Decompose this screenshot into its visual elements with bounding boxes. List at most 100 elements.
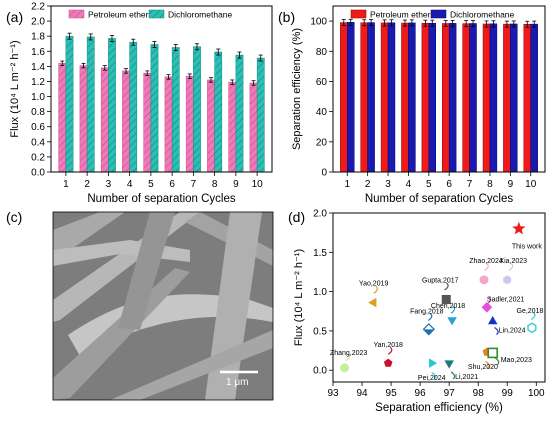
point-label: Zhang,2023 [330, 350, 367, 357]
bar [100, 67, 109, 173]
y-tick-label: 0.4 [31, 137, 45, 148]
legend-label: Petroleum ether [88, 10, 149, 20]
bar [185, 75, 194, 173]
marker-zhang-2023 [340, 363, 350, 373]
sem-micrograph-image: 1 μm [52, 211, 274, 401]
legend-swatch [148, 9, 165, 19]
bar [171, 47, 180, 173]
x-tick-label: 5 [426, 179, 432, 190]
legend-label: Dichloromethane [168, 10, 233, 20]
sem-scale-label: 1 μm [226, 377, 248, 388]
x-tick-label: 7 [467, 179, 473, 190]
bar [164, 76, 173, 173]
point-label: Li,2021 [455, 374, 478, 381]
marker-pei-2024 [429, 358, 438, 368]
bar [214, 51, 223, 173]
point-label: Yao,2019 [359, 281, 389, 288]
x-tick-label: 2 [84, 179, 90, 190]
x-axis-label: Number of separation Cycles [87, 193, 236, 205]
sem-fiber-9 [118, 212, 175, 330]
bar [428, 22, 436, 173]
bar [150, 44, 159, 173]
y-tick-label: 0 [321, 168, 327, 179]
chart-a-flux-bars: 0.0 0.2 0.4 0.6 0.8 1.0 1.2 1.4 1.6 1.8 2.0 2.2 1 2 3 4… [9, 2, 273, 205]
bar [79, 65, 88, 173]
y-tick-label: 0.0 [31, 168, 45, 179]
bar [442, 23, 450, 173]
chart-d-comparison-scatter: 93 94 95 96 97 98 99 100 0.0 0.5 1.0 1.5 2.0 Separati… [293, 209, 546, 414]
sem-fiber-4 [53, 268, 190, 400]
x-tick-label: 6 [169, 179, 175, 190]
y-tick-label: 1.6 [31, 47, 45, 58]
bar [193, 46, 201, 173]
x-tick-label: 9 [508, 179, 514, 190]
point-label: Yan,2018 [373, 342, 403, 349]
marker-xia-2023 [503, 275, 512, 285]
y-tick-label: 80 [316, 47, 328, 58]
y-tick-label: 1.2 [31, 77, 45, 88]
bar [86, 36, 95, 173]
marker-arrow [444, 282, 449, 291]
x-tick-label: 5 [148, 179, 154, 190]
bar [65, 35, 74, 173]
x-tick-label: 8 [487, 179, 493, 190]
marker-this-work [512, 221, 526, 235]
y-tick-label: 0.0 [313, 366, 327, 377]
bar [235, 54, 244, 173]
x-tick-label: 94 [356, 388, 368, 399]
point-label: Ge,2018 [517, 308, 544, 315]
plot-frame [50, 5, 273, 173]
marker-yan-2018 [383, 358, 393, 367]
marker-yao-2019 [368, 297, 377, 308]
marker-gupta-2017 [441, 294, 451, 304]
y-tick-label: 0.8 [31, 107, 45, 118]
marker-arrow [345, 353, 350, 362]
bar [530, 23, 538, 173]
marker-arrow [486, 296, 492, 305]
plot-frame [332, 5, 546, 173]
y-tick-label: 2.0 [313, 209, 327, 220]
legend-label: Dichloromethane [450, 10, 515, 20]
x-tick-label: 4 [406, 179, 412, 190]
x-tick-label: 3 [106, 179, 112, 190]
bar [489, 23, 498, 173]
y-tick-label: 20 [316, 137, 328, 148]
y-axis-label: Flux (10⁴ L m⁻² h⁻¹) [293, 249, 305, 346]
y-tick-label: 1.4 [31, 62, 45, 73]
marker-li-2021 [444, 360, 454, 369]
x-tick-label: 96 [415, 388, 427, 399]
y-tick-label: 0.6 [31, 122, 45, 133]
y-tick-label: 2.0 [31, 17, 45, 28]
bar [347, 22, 355, 173]
chart-b-efficiency-bars: 0 20 40 60 80 100 1 2 3 4 5 6 7 8 9 10 Number of separat… [291, 5, 546, 205]
marker-fang-2018-fill [423, 329, 435, 335]
marker-ge-2018 [527, 322, 537, 334]
marker-arrow [450, 371, 456, 380]
bar [58, 63, 67, 173]
x-tick-label: 8 [212, 179, 218, 190]
x-tick-label: 2 [365, 179, 371, 190]
sem-fiber-7 [110, 330, 273, 400]
x-tick-label: 7 [191, 179, 197, 190]
x-axis-label: Number of separation Cycles [365, 193, 514, 205]
bar [421, 22, 430, 173]
y-tick-label: 100 [310, 17, 327, 28]
legend-swatch [68, 9, 85, 19]
point-label: Shu,2020 [468, 364, 498, 371]
bar [523, 24, 531, 173]
y-tick-label: 1.0 [31, 92, 45, 103]
bar [143, 72, 152, 173]
bar [340, 22, 348, 173]
y-tick-label: 1.0 [313, 287, 327, 298]
point-label: Zhao,2024 [469, 258, 503, 265]
y-tick-label: 1.5 [313, 248, 327, 259]
bar [448, 23, 457, 173]
x-tick-label: 10 [525, 179, 537, 190]
y-axis-label: Flux (10⁴ L m⁻² h⁻¹) [9, 40, 21, 137]
marker-arrow [530, 312, 536, 320]
bar [469, 23, 477, 173]
x-tick-label: 3 [385, 179, 391, 190]
point-label: Mao,2023 [501, 357, 532, 364]
panel-label-c: (c) [6, 209, 22, 225]
y-tick-label: 2.2 [31, 2, 45, 13]
